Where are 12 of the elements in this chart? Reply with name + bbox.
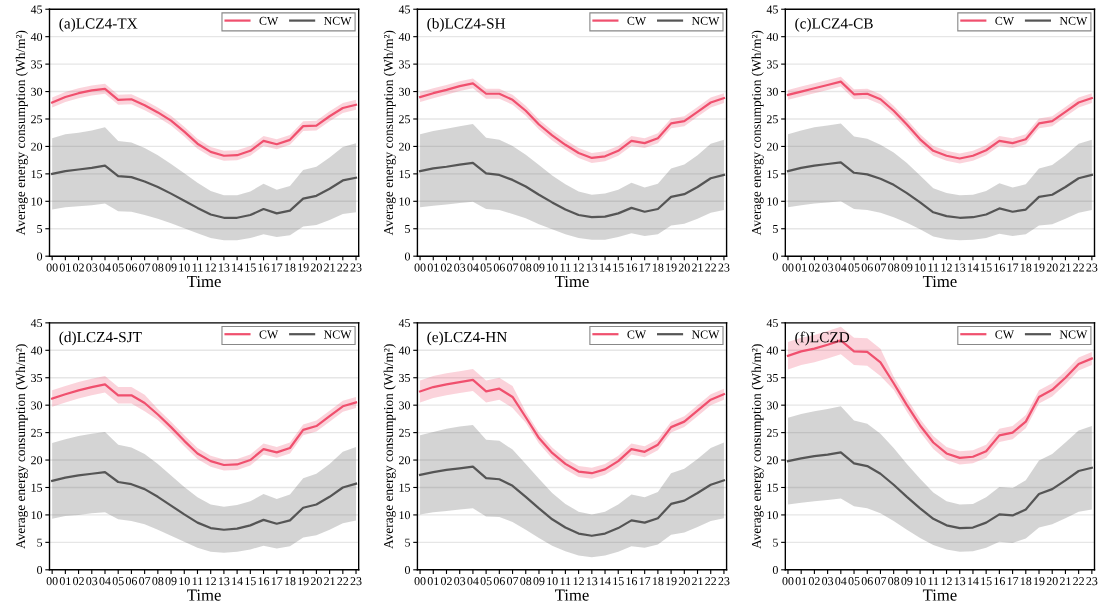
x-axis-title: Time (555, 589, 589, 601)
line-series (51, 164, 358, 219)
line-series (418, 465, 726, 537)
line-series (51, 471, 358, 531)
line-series (786, 451, 1093, 530)
x-axis-title: Time (922, 589, 957, 601)
x-axis-title: Time (187, 589, 221, 601)
line-series (418, 161, 726, 219)
x-axis-title: Time (555, 275, 589, 288)
line-series (786, 161, 1093, 219)
x-axis-title: Time (922, 275, 957, 288)
x-axis-title: Time (187, 275, 221, 288)
